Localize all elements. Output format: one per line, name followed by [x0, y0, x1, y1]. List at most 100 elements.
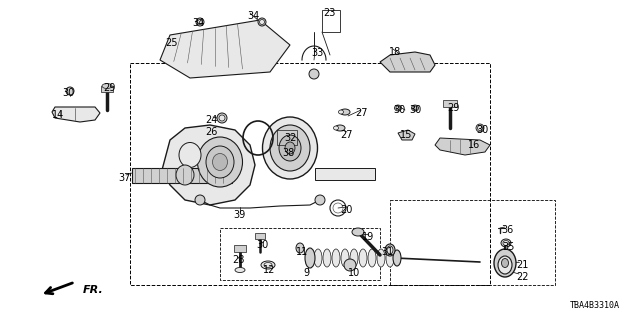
Text: TBA4B3310A: TBA4B3310A	[570, 301, 620, 310]
Text: 33: 33	[311, 48, 323, 58]
Ellipse shape	[377, 249, 385, 267]
Bar	[315, 168, 375, 180]
Ellipse shape	[502, 259, 509, 268]
Ellipse shape	[261, 261, 275, 269]
Ellipse shape	[279, 135, 301, 161]
Bar	[443, 100, 457, 107]
Text: 27: 27	[355, 108, 367, 118]
Ellipse shape	[352, 228, 364, 236]
Ellipse shape	[198, 20, 202, 25]
Text: 30: 30	[476, 125, 488, 135]
Ellipse shape	[387, 246, 393, 254]
Text: 9: 9	[303, 268, 309, 278]
Ellipse shape	[501, 239, 511, 247]
Ellipse shape	[359, 249, 367, 267]
Ellipse shape	[176, 165, 194, 185]
Ellipse shape	[413, 106, 417, 110]
Circle shape	[344, 259, 356, 271]
Ellipse shape	[102, 84, 112, 89]
Ellipse shape	[412, 105, 419, 111]
Ellipse shape	[494, 249, 516, 277]
Ellipse shape	[212, 154, 227, 171]
Ellipse shape	[258, 18, 266, 26]
Ellipse shape	[340, 109, 350, 115]
Ellipse shape	[394, 105, 401, 111]
Text: 26: 26	[205, 127, 218, 137]
Text: 19: 19	[362, 232, 374, 242]
Ellipse shape	[476, 124, 484, 132]
Text: 10: 10	[348, 268, 360, 278]
Ellipse shape	[341, 249, 349, 267]
Ellipse shape	[259, 20, 264, 25]
Ellipse shape	[235, 268, 245, 273]
Ellipse shape	[396, 106, 400, 110]
Polygon shape	[398, 130, 415, 140]
Ellipse shape	[386, 249, 394, 267]
Circle shape	[315, 195, 325, 205]
Bar	[255, 233, 265, 239]
Text: 11: 11	[296, 247, 308, 257]
Text: 20: 20	[340, 205, 353, 215]
Bar	[220, 228, 380, 280]
Text: 30: 30	[409, 105, 421, 115]
Circle shape	[195, 195, 205, 205]
Ellipse shape	[198, 137, 243, 187]
Ellipse shape	[477, 125, 483, 131]
Text: 30: 30	[62, 88, 74, 98]
Circle shape	[219, 115, 225, 121]
Ellipse shape	[206, 146, 234, 178]
Ellipse shape	[196, 18, 204, 26]
Text: 32: 32	[284, 133, 296, 143]
Bar	[322, 10, 340, 32]
Text: 30: 30	[393, 105, 405, 115]
Text: 34: 34	[247, 11, 259, 21]
Ellipse shape	[350, 249, 358, 267]
Text: 29: 29	[447, 103, 460, 113]
Polygon shape	[160, 20, 290, 78]
Text: 18: 18	[389, 47, 401, 57]
Bar	[277, 130, 297, 145]
Circle shape	[309, 69, 319, 79]
Ellipse shape	[339, 110, 344, 114]
Ellipse shape	[262, 117, 317, 179]
Ellipse shape	[498, 256, 512, 274]
Polygon shape	[52, 107, 100, 122]
Ellipse shape	[179, 142, 201, 167]
Text: FR.: FR.	[83, 285, 104, 295]
Text: 36: 36	[501, 225, 513, 235]
Text: 39: 39	[233, 210, 245, 220]
Bar	[234, 245, 246, 252]
Text: 30: 30	[256, 240, 268, 250]
Text: 16: 16	[468, 140, 480, 150]
Bar	[130, 63, 490, 285]
Ellipse shape	[503, 241, 509, 245]
Text: 38: 38	[282, 148, 294, 158]
Ellipse shape	[335, 125, 345, 131]
Bar	[390, 200, 555, 285]
Bar	[132, 168, 232, 183]
Ellipse shape	[368, 249, 376, 267]
Polygon shape	[435, 138, 490, 155]
Text: 21: 21	[516, 260, 529, 270]
Polygon shape	[380, 52, 435, 72]
Ellipse shape	[385, 244, 395, 256]
Text: 14: 14	[52, 110, 64, 120]
Ellipse shape	[270, 125, 310, 171]
Text: 29: 29	[103, 83, 115, 93]
Text: 24: 24	[205, 115, 218, 125]
Text: 28: 28	[232, 255, 244, 265]
Ellipse shape	[323, 249, 331, 267]
Polygon shape	[162, 125, 255, 205]
Ellipse shape	[314, 249, 322, 267]
Text: 15: 15	[400, 130, 412, 140]
Ellipse shape	[393, 250, 401, 266]
Text: 31: 31	[381, 247, 393, 257]
Ellipse shape	[296, 243, 304, 253]
Text: 22: 22	[516, 272, 529, 282]
Text: 23: 23	[323, 8, 335, 18]
Ellipse shape	[333, 126, 339, 130]
Ellipse shape	[332, 249, 340, 267]
Circle shape	[217, 113, 227, 123]
Ellipse shape	[305, 248, 315, 268]
Text: 27: 27	[340, 130, 353, 140]
